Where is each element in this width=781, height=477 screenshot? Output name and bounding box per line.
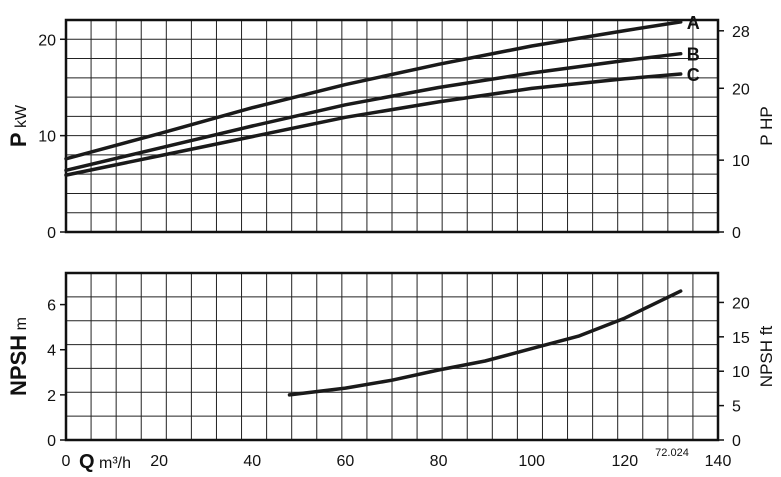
x-tick-label: 40 [243, 453, 261, 470]
npsh-series-npsh [287, 289, 683, 397]
power-y-axis-symbol: P [6, 132, 31, 147]
power-left-tick-label: 0 [47, 225, 56, 242]
x-tick-label: 80 [430, 453, 448, 470]
x-tick-label: 0 [62, 453, 71, 470]
power-right-tick-label: 28 [732, 24, 750, 41]
power-plot-frame [64, 18, 720, 234]
npsh-right-tick-label: 5 [732, 399, 741, 416]
npsh-right-tick-label: 15 [732, 330, 750, 347]
npsh-right-tick-label: 10 [732, 364, 750, 381]
npsh-y-axis-label: NPSH m [6, 317, 31, 396]
x-tick-label: 140 [705, 453, 732, 470]
x-axis-unit: m³/h [95, 455, 131, 472]
power-y2-axis-label: P HP [757, 106, 776, 145]
x-axis-symbol: Q [79, 451, 95, 473]
npsh-right-tick-label: 20 [732, 295, 750, 312]
power-series-c [64, 72, 683, 177]
curve-label-a: A [687, 13, 700, 33]
power-left-tick-label: 10 [38, 129, 56, 146]
power-series-b [64, 51, 683, 173]
x-tick-label: 60 [337, 453, 355, 470]
power-right-tick-label: 20 [732, 81, 750, 98]
npsh-left-tick-label: 2 [47, 388, 56, 405]
npsh-left-tick-label: 0 [47, 433, 56, 450]
npsh-right-tick-label: 0 [732, 433, 741, 450]
power-y-axis-label: P kW [6, 104, 31, 147]
npsh-y2-axis-label: NPSH ft [757, 326, 776, 388]
figure-code-note: 72.024 [655, 447, 689, 459]
power-y-axis-unit: kW [13, 104, 30, 132]
x-axis-label: Q m³/h [79, 451, 131, 473]
curve-label-c: C [687, 65, 700, 85]
x-tick-label: 100 [518, 453, 545, 470]
npsh-left-tick-label: 6 [47, 298, 56, 315]
npsh-y-axis-symbol: NPSH [6, 335, 31, 396]
power-series-a [64, 20, 683, 161]
power-left-tick-label: 20 [38, 32, 56, 49]
npsh-y-axis-unit: m [13, 317, 30, 335]
curve-label-b: B [687, 45, 700, 65]
npsh-left-tick-label: 4 [47, 343, 56, 360]
power-right-tick-label: 10 [732, 153, 750, 170]
x-tick-label: 120 [612, 453, 639, 470]
power-right-tick-label: 0 [732, 225, 741, 242]
npsh-plot-frame [64, 271, 720, 442]
x-tick-label: 20 [150, 453, 168, 470]
